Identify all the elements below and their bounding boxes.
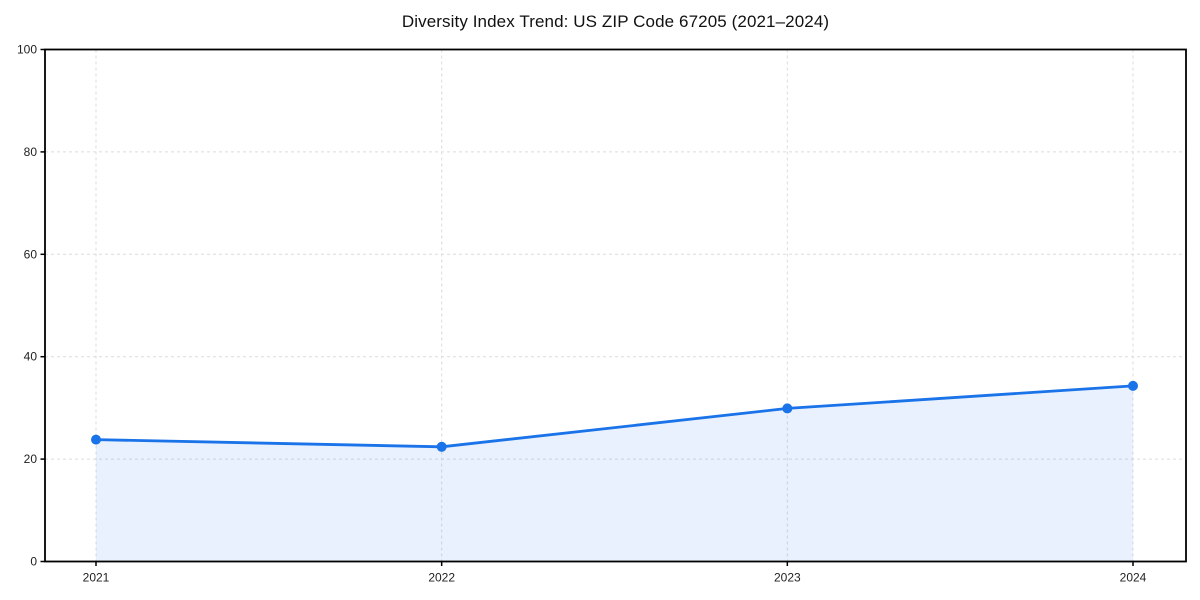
y-tick-label: 20 bbox=[24, 452, 38, 466]
area-fill bbox=[96, 385, 1133, 562]
line-series bbox=[94, 384, 1135, 449]
y-tick-label: 100 bbox=[17, 43, 37, 57]
axes-spines bbox=[44, 48, 1187, 563]
y-tick-label: 80 bbox=[24, 145, 38, 159]
data-point-2021 bbox=[91, 434, 101, 445]
x-tick-label: 2022 bbox=[428, 571, 455, 585]
x-tick-label: 2021 bbox=[83, 571, 110, 585]
chart-title: Diversity Index Trend: US ZIP Code 67205… bbox=[401, 12, 830, 31]
data-point-2022 bbox=[436, 441, 447, 452]
x-tick-label: 2023 bbox=[774, 571, 801, 585]
y-tick-label: 0 bbox=[30, 555, 37, 569]
x-tick-label: 2024 bbox=[1120, 571, 1147, 585]
y-tick-label: 40 bbox=[24, 350, 38, 364]
y-tick-label: 60 bbox=[24, 247, 38, 261]
data-point-2023 bbox=[782, 403, 793, 414]
data-point-2024 bbox=[1128, 380, 1138, 391]
